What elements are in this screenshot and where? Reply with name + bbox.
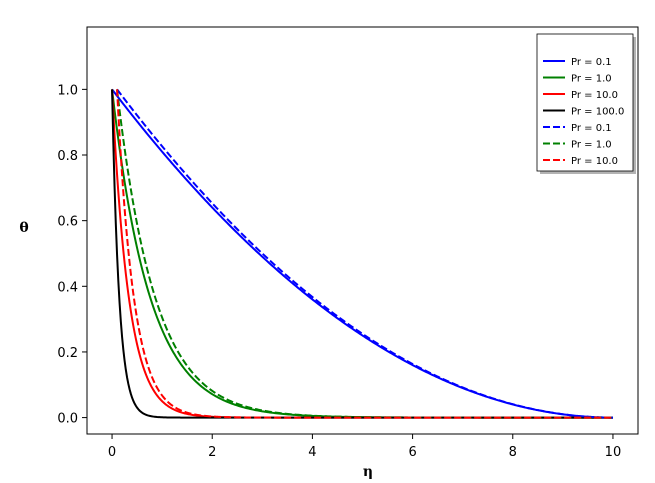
legend-label: Pr = 1.0 [571,74,612,85]
y-tick-label: 0.6 [57,215,78,230]
y-tick-label: 0.8 [57,149,78,164]
legend-label: Pr = 100.0 [571,107,624,118]
y-axis-label: θ [19,220,28,236]
legend-label: Pr = 0.1 [571,57,612,68]
plot-frame [86,26,639,435]
series-line-5 [116,88,613,419]
x-tick-label: 2 [208,445,216,460]
legend-label: Pr = 0.1 [571,123,612,134]
y-tick-label: 1.0 [57,83,78,98]
x-tick-label: 10 [605,445,622,460]
y-tick-label: 0.0 [57,412,78,427]
x-tick-label: 0 [108,445,116,460]
x-tick-label: 4 [308,445,316,460]
series-line-7 [116,89,613,419]
plot-area [111,88,613,419]
x-tick-label: 8 [509,445,517,460]
x-axis-label: η [363,464,373,480]
legend-label: Pr = 1.0 [571,140,612,151]
x-tick-label: 6 [408,445,416,460]
legend: Pr = 0.1 Pr = 1.0 Pr = 10.0 Pr = 100.0 Pr = … [536,33,636,174]
axis-ticks: 0 2 4 6 8 10 0.0 0.2 0.4 0.6 0.8 1.0 [57,83,621,460]
legend-label: Pr = 10.0 [571,156,618,167]
y-tick-label: 0.4 [57,280,78,295]
y-tick-label: 0.2 [57,346,78,361]
legend-box [536,33,634,172]
legend-label: Pr = 10.0 [571,90,618,101]
